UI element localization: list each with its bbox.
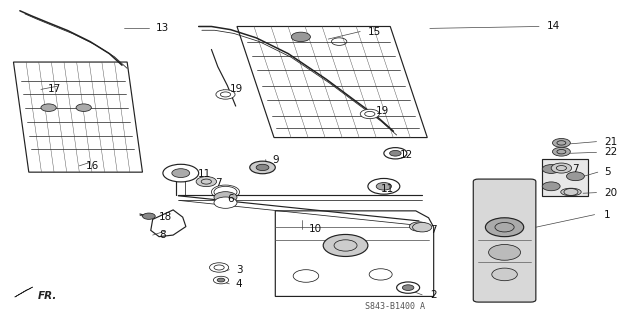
Circle shape xyxy=(217,278,225,282)
Text: 6: 6 xyxy=(227,194,234,204)
Circle shape xyxy=(552,147,570,156)
Text: S843-B1400 A: S843-B1400 A xyxy=(365,302,426,311)
Text: 1: 1 xyxy=(604,210,611,220)
Circle shape xyxy=(172,169,189,178)
Text: 8: 8 xyxy=(159,230,166,240)
Circle shape xyxy=(291,32,310,42)
Circle shape xyxy=(376,183,392,190)
Circle shape xyxy=(485,218,524,237)
Text: 13: 13 xyxy=(156,23,169,33)
Text: 21: 21 xyxy=(604,137,618,147)
Text: 15: 15 xyxy=(368,27,381,37)
Circle shape xyxy=(256,164,269,171)
Circle shape xyxy=(384,148,407,159)
Text: 17: 17 xyxy=(47,84,61,94)
Text: 19: 19 xyxy=(229,84,243,94)
Text: 11: 11 xyxy=(381,185,394,194)
Polygon shape xyxy=(15,287,33,297)
Circle shape xyxy=(488,245,520,260)
Circle shape xyxy=(492,268,517,281)
Circle shape xyxy=(76,104,92,112)
FancyBboxPatch shape xyxy=(473,179,536,302)
Text: 5: 5 xyxy=(604,167,611,177)
Circle shape xyxy=(323,234,368,257)
Text: 20: 20 xyxy=(604,188,618,198)
Circle shape xyxy=(413,222,432,232)
Circle shape xyxy=(209,263,228,272)
Circle shape xyxy=(214,192,237,203)
Circle shape xyxy=(552,138,570,147)
Text: 11: 11 xyxy=(197,169,211,179)
Text: 16: 16 xyxy=(86,161,99,171)
Circle shape xyxy=(403,285,414,290)
Text: 7: 7 xyxy=(430,225,436,235)
Text: 19: 19 xyxy=(376,106,390,116)
Circle shape xyxy=(214,197,237,208)
Text: 14: 14 xyxy=(547,21,560,32)
Text: 7: 7 xyxy=(214,178,221,188)
Circle shape xyxy=(410,222,429,231)
Circle shape xyxy=(551,163,572,173)
Text: 9: 9 xyxy=(272,155,279,165)
Circle shape xyxy=(397,282,420,293)
Circle shape xyxy=(250,161,275,174)
Text: 3: 3 xyxy=(236,265,243,275)
Ellipse shape xyxy=(561,188,581,196)
Circle shape xyxy=(566,172,584,181)
Circle shape xyxy=(216,90,235,99)
Circle shape xyxy=(196,177,216,187)
Circle shape xyxy=(542,182,560,191)
Text: 22: 22 xyxy=(604,147,618,157)
Text: 12: 12 xyxy=(400,150,413,160)
Text: 4: 4 xyxy=(236,279,243,289)
Circle shape xyxy=(41,104,56,112)
Text: 2: 2 xyxy=(430,290,436,300)
Circle shape xyxy=(163,164,198,182)
Text: 10: 10 xyxy=(308,224,322,234)
Text: 7: 7 xyxy=(572,164,579,174)
Text: 18: 18 xyxy=(159,212,172,222)
Polygon shape xyxy=(542,159,588,196)
Circle shape xyxy=(368,179,400,194)
Circle shape xyxy=(390,150,401,156)
Circle shape xyxy=(542,165,560,173)
Text: FR.: FR. xyxy=(38,291,57,301)
Circle shape xyxy=(214,186,237,198)
Circle shape xyxy=(143,213,156,219)
Circle shape xyxy=(360,109,380,119)
